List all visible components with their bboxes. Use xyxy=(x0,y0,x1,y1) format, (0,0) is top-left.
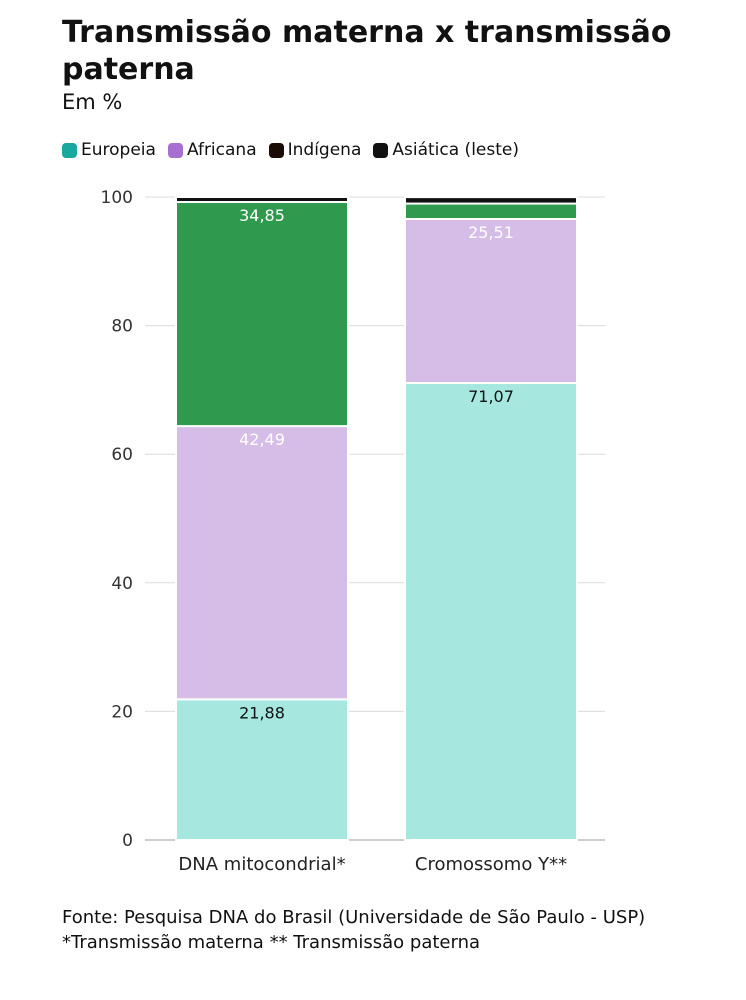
legend-label-europeia: Europeia xyxy=(81,140,156,160)
data-label: 34,85 xyxy=(239,206,285,225)
legend-item-europeia: Europeia xyxy=(62,140,156,160)
source-note: Fonte: Pesquisa DNA do Brasil (Universid… xyxy=(62,905,702,955)
legend-swatch-asiatica xyxy=(373,142,389,158)
footnote-text: *Transmissão materna ** Transmissão pate… xyxy=(62,932,481,953)
data-label: 21,88 xyxy=(239,703,285,722)
legend-label-asiatica: Asiática (leste) xyxy=(392,140,519,160)
bar-segment xyxy=(175,196,349,204)
bar-segment xyxy=(175,201,349,428)
bar-segment xyxy=(404,202,578,220)
bar-segment xyxy=(404,217,578,385)
y-tick-label: 0 xyxy=(122,831,133,851)
y-tick-label: 20 xyxy=(111,702,133,722)
legend-swatch-europeia xyxy=(62,142,77,158)
legend-item-indigena: Indígena xyxy=(268,140,362,160)
stacked-bar-chart: 0 20 40 60 80 100 21,88 42,49 34,85 DNA mitocondr… xyxy=(101,188,605,875)
legend: Europeia Africana Indígena Asiática (les… xyxy=(62,140,531,160)
y-tick-label: 60 xyxy=(111,445,133,465)
legend-item-asiatica: Asiática (leste) xyxy=(373,140,519,160)
legend-item-africana: Africana xyxy=(167,140,257,160)
y-tick-label: 100 xyxy=(101,188,133,208)
legend-swatch-africana xyxy=(167,142,183,158)
legend-label-indigena: Indígena xyxy=(287,140,362,160)
data-label: 71,07 xyxy=(468,387,514,406)
y-tick-label: 80 xyxy=(111,317,133,337)
bar-segment xyxy=(404,382,578,841)
chart-title: Transmissão materna x transmissão patern… xyxy=(62,15,672,87)
chart-subtitle: Em % xyxy=(62,90,123,114)
bar-segment xyxy=(175,698,349,841)
bar-segment xyxy=(404,196,578,205)
x-tick-label: Cromossomo Y** xyxy=(415,854,567,875)
source-text: Fonte: Pesquisa DNA do Brasil (Universid… xyxy=(62,907,646,928)
legend-swatch-indigena xyxy=(268,142,284,158)
data-label: 25,51 xyxy=(468,223,514,242)
x-tick-label: DNA mitocondrial* xyxy=(178,854,345,875)
y-tick-label: 40 xyxy=(111,574,133,594)
legend-label-africana: Africana xyxy=(186,140,257,160)
bar-segment xyxy=(175,425,349,701)
data-label: 42,49 xyxy=(239,430,285,449)
